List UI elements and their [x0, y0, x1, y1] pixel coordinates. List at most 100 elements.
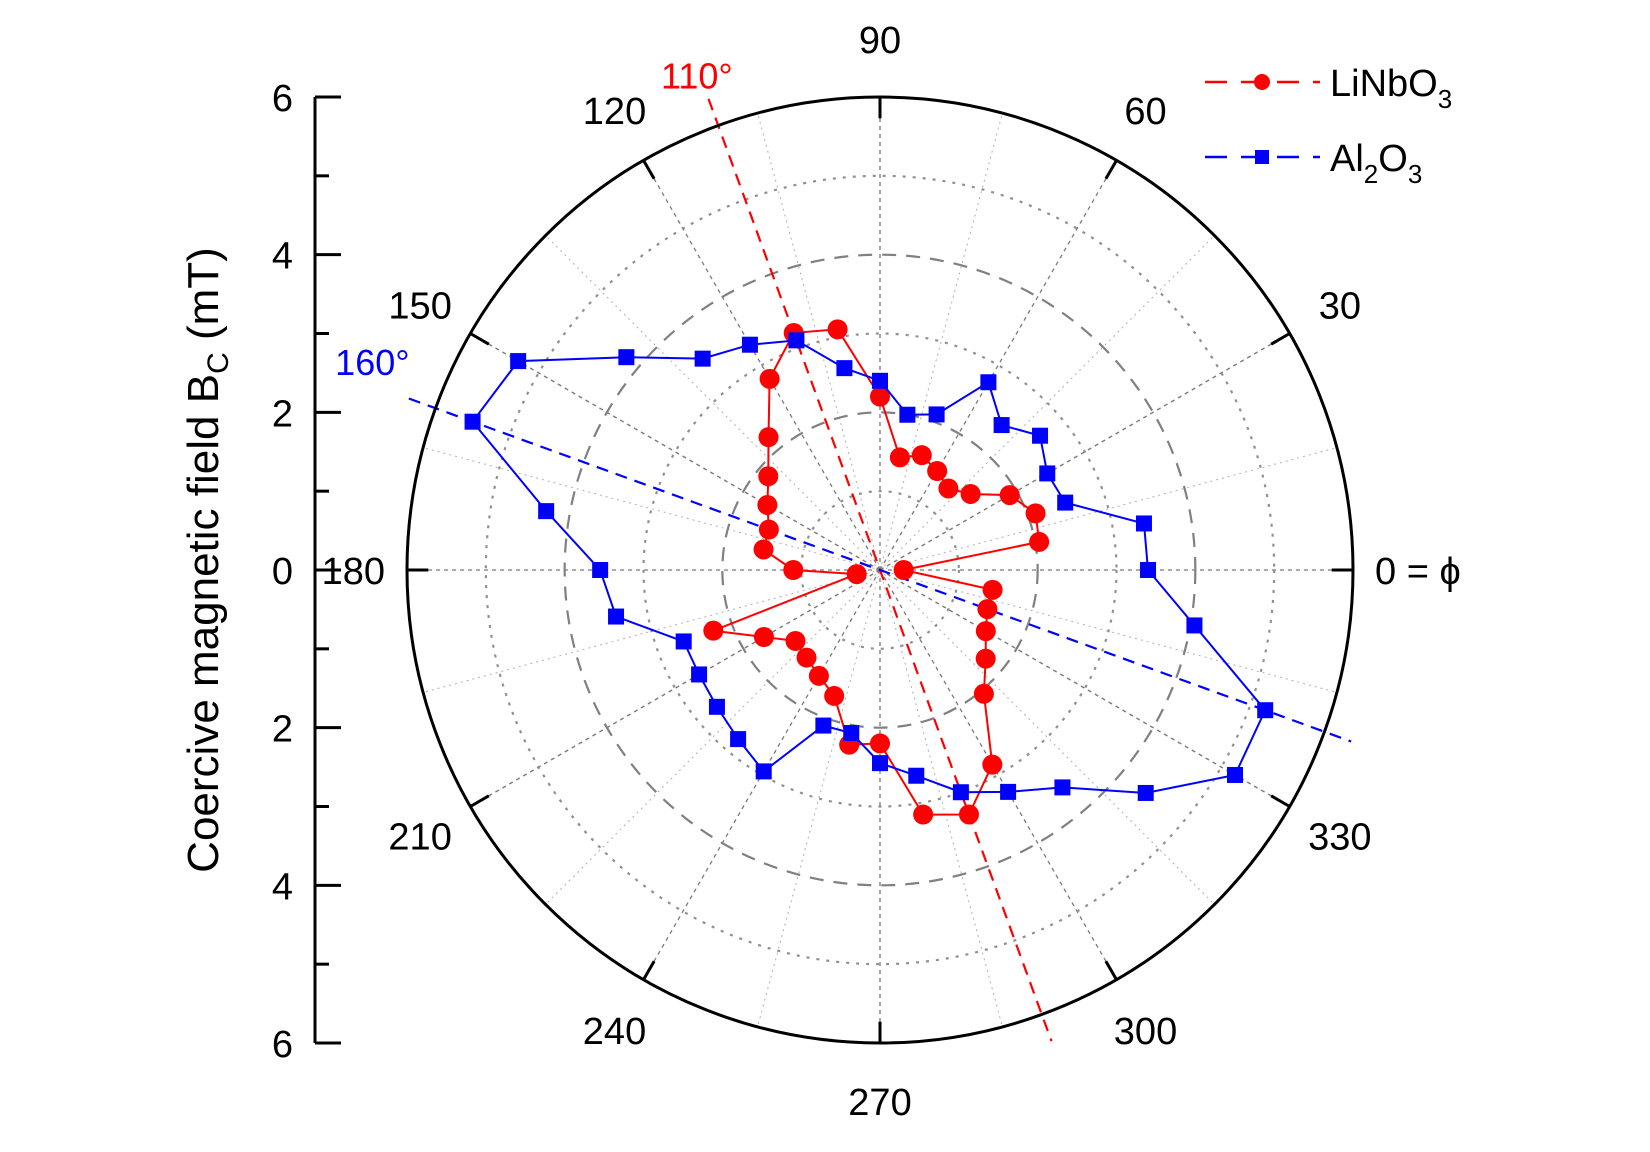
data-point-linbo3-60 [927, 461, 948, 482]
data-point-linbo3-200 [703, 620, 724, 641]
data-point-linbo3-30 [999, 485, 1020, 506]
radial-axis-title-sub: C [202, 352, 235, 374]
grid-ring-2 [721, 411, 1039, 729]
data-point-al2o3-270 [872, 755, 888, 772]
data-point-al2o3-0 [1140, 562, 1157, 578]
data-point-al2o3-190 [608, 608, 625, 625]
outer-tick-240 [642, 960, 656, 981]
angle-label-120: 120 [583, 91, 646, 133]
annotation-110: 110° [661, 55, 733, 96]
legend-marker-al2o3 [1255, 150, 1269, 164]
angle-label-0: 0 = ϕ [1375, 551, 1461, 593]
legend-label-linbo3-main: LiNbO [1330, 63, 1438, 105]
polar-grid [407, 97, 1353, 1043]
data-point-linbo3-270 [870, 733, 890, 754]
series-al2o3 [464, 332, 1274, 801]
angle-label-300: 300 [1114, 1011, 1177, 1053]
data-point-al2o3-320 [1137, 784, 1154, 801]
spoke-165 [422, 447, 881, 571]
angle-label-270: 270 [848, 1082, 911, 1124]
data-point-al2o3-80 [899, 406, 916, 423]
legend-entry-linbo3: LiNbO3 [1205, 63, 1452, 114]
data-point-al2o3-330 [1227, 766, 1244, 783]
data-point-al2o3-150 [510, 353, 527, 370]
data-point-linbo3-150 [757, 494, 778, 515]
outer-tick-120 [642, 159, 656, 180]
grid-ring-4 [563, 253, 1197, 887]
data-point-al2o3-130 [694, 350, 711, 367]
legend-marker-linbo3 [1254, 74, 1270, 90]
outer-tick-150 [469, 332, 490, 346]
radial-axis-title-unit: (mT) [179, 247, 228, 352]
angle-label-180: 180 [322, 551, 385, 593]
data-point-linbo3-310 [973, 683, 994, 704]
angle-labels: 0 = ϕ 30 60 90 120 150 180 210 240 270 300 330 [322, 20, 1461, 1124]
data-point-al2o3-60 [980, 374, 997, 391]
radial-tick-label-1: 4 [272, 236, 293, 278]
data-point-al2o3-50 [993, 417, 1010, 434]
angle-label-60: 60 [1124, 91, 1166, 133]
legend: LiNbO3 Al2O3 [1205, 63, 1452, 189]
legend-entry-al2o3: Al2O3 [1205, 138, 1422, 189]
angle-label-150: 150 [388, 286, 451, 328]
annotation-160: 160° [335, 342, 409, 383]
data-point-linbo3-280 [913, 804, 934, 825]
data-point-linbo3-40 [960, 483, 981, 504]
spoke-30 [879, 332, 1290, 571]
angle-label-330: 330 [1308, 817, 1371, 859]
legend-label-al2o3-tail: O [1378, 138, 1408, 180]
data-point-linbo3-100 [827, 319, 848, 340]
radial-axis: 6 4 2 0 2 4 6 [272, 78, 341, 1066]
outer-tick-330 [1270, 794, 1291, 808]
data-point-linbo3-340 [977, 599, 998, 620]
data-point-al2o3-180 [592, 562, 609, 578]
angle-label-210: 210 [388, 817, 451, 859]
data-point-linbo3-70 [911, 445, 932, 466]
data-point-al2o3-300 [1000, 783, 1017, 800]
data-point-al2o3-230 [730, 731, 747, 748]
data-point-linbo3-190 [846, 564, 867, 585]
series-layer [464, 319, 1274, 825]
data-point-al2o3-260 [843, 725, 860, 742]
outer-tick-60 [1104, 159, 1118, 180]
data-point-linbo3-220 [785, 630, 806, 651]
spoke-15 [879, 447, 1338, 571]
data-point-linbo3-90 [870, 386, 890, 407]
data-point-linbo3-230 [796, 647, 817, 668]
data-point-al2o3-40 [1032, 427, 1049, 444]
data-point-al2o3-30 [1039, 465, 1056, 482]
data-point-al2o3-350 [1186, 617, 1203, 634]
data-point-linbo3-130 [758, 427, 779, 448]
outer-tick-300 [1104, 960, 1118, 981]
data-point-linbo3-350 [982, 579, 1003, 600]
data-point-al2o3-160 [464, 413, 481, 430]
data-point-linbo3-210 [753, 627, 774, 648]
angle-label-240: 240 [583, 1011, 646, 1053]
guide-line-160 [408, 397, 1352, 743]
data-point-linbo3-10 [1029, 531, 1050, 552]
data-point-al2o3-280 [908, 767, 925, 784]
data-point-linbo3-80 [889, 447, 910, 468]
data-point-linbo3-330 [975, 621, 996, 642]
radial-tick-label-4: 2 [272, 709, 293, 751]
data-point-al2o3-20 [1057, 494, 1074, 511]
grid-ring-1 [800, 490, 960, 650]
data-point-linbo3-290 [958, 804, 979, 825]
radial-tick-label-0: 6 [272, 78, 293, 120]
data-point-linbo3-50 [938, 478, 959, 499]
data-point-al2o3-10 [1135, 515, 1152, 532]
legend-label-al2o3: Al2O3 [1330, 138, 1422, 189]
spoke-330 [879, 569, 1290, 808]
data-point-al2o3-290 [952, 784, 969, 801]
data-point-linbo3-0 [893, 560, 914, 580]
legend-label-al2o3-sub2: 3 [1408, 159, 1422, 189]
data-point-linbo3-320 [975, 648, 996, 669]
angle-label-30: 30 [1319, 286, 1361, 328]
spoke-150 [470, 332, 881, 571]
spoke-195 [422, 569, 881, 693]
data-point-linbo3-250 [824, 685, 845, 706]
guide-lines [408, 98, 1352, 1042]
series-linbo3 [703, 319, 1050, 825]
